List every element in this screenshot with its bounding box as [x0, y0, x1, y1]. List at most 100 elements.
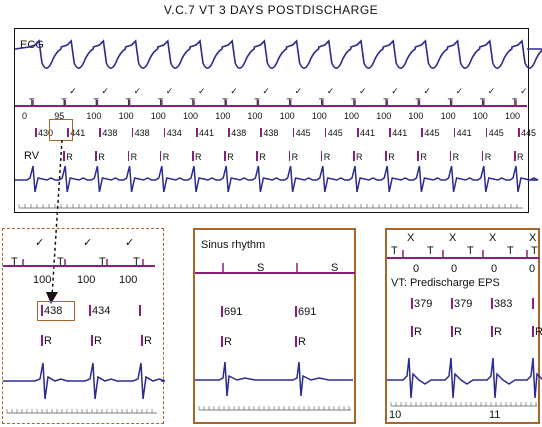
eps-x-mark: X [407, 232, 415, 244]
interval-value: 100 [505, 111, 521, 121]
page-title: V.C.7 VT 3 DAYS POSTDISCHARGE [163, 3, 379, 17]
check-mark: ✓ [326, 86, 335, 96]
rv-label: RV [24, 150, 40, 162]
interval-value: 100 [408, 111, 424, 121]
sinus-r-tick [295, 336, 297, 347]
t-marker: T [93, 97, 99, 107]
eps-interval: 0 [529, 263, 536, 275]
r-tick [127, 151, 130, 161]
r-marker: R [162, 152, 170, 162]
inset-t-marker: T [11, 256, 18, 268]
check-mark: ✓ [423, 86, 431, 96]
eps-rr-tick [532, 298, 534, 309]
rr-tick [163, 128, 166, 137]
rr-tick [324, 128, 327, 137]
inset-r-tick [41, 335, 43, 346]
inset-check: ✓ [125, 237, 135, 249]
main-strip-panel: ECG ✓ ✓ ✓ ✓ ✓ ✓ ✓ ✓ ✓ ✓ ✓ ✓ ✓ ✓ ✓ T T T T T T T T T T T T T T T T 0 95… [14, 28, 542, 213]
t-marker: T [125, 97, 132, 107]
rv-trace [15, 165, 539, 209]
sinus-rr-value: 691 [298, 306, 317, 318]
rr-tick [518, 128, 520, 137]
t-marker: T [254, 97, 260, 107]
inset-rr-value: 434 [92, 305, 111, 317]
inset-rr-value: 438 [44, 305, 63, 317]
r-marker: R [484, 152, 492, 162]
sinus-trace [195, 361, 353, 411]
r-tick [63, 151, 65, 161]
sinus-r-marker: R [224, 336, 232, 348]
inset-r-tick [141, 335, 143, 346]
rr-value: 445 [295, 128, 311, 138]
eps-rr-tick [451, 298, 453, 309]
r-marker: R [66, 152, 73, 162]
marker-channel [15, 100, 527, 107]
r-tick [159, 151, 162, 161]
t-marker: T [29, 97, 35, 107]
check-mark: ✓ [198, 86, 206, 96]
inset-t-marker: T [57, 256, 64, 268]
t-marker: T [318, 97, 325, 107]
interval-value: 100 [344, 111, 360, 121]
sinus-rhythm-panel: Sinus rhythm S S 691 691 R R [193, 228, 356, 424]
eps-t-marker: T [531, 245, 538, 257]
rr-tick [260, 128, 262, 137]
r-tick [288, 151, 291, 161]
r-marker: R [388, 152, 395, 162]
eps-x-mark: X [489, 232, 497, 244]
sinus-rr-tick [221, 306, 223, 317]
r-tick [514, 151, 516, 161]
interval-value: 100 [440, 111, 456, 121]
interval-value: 0 [22, 111, 28, 121]
inset-left-trace [3, 362, 166, 414]
inset-rr-tick [41, 305, 43, 316]
r-marker: R [323, 152, 331, 162]
eps-time-mark: 11 [489, 409, 501, 421]
sinus-rr-tick [295, 306, 297, 317]
eps-t-marker: T [391, 245, 398, 257]
r-tick [449, 151, 452, 161]
check-mark: ✓ [165, 86, 174, 96]
eps-r-marker: R [414, 326, 422, 338]
ecg-trace [14, 39, 542, 69]
rr-value: 438 [231, 128, 247, 138]
r-tick [417, 151, 419, 161]
eps-r-marker: R [535, 326, 542, 338]
eps-rr-tick [411, 298, 413, 309]
eps-t-marker: T [427, 245, 434, 257]
eps-t-marker: T [467, 245, 474, 257]
inset-left-panel: T T T T ✓ ✓ ✓ 100 100 100 438 434 R R R [2, 228, 166, 424]
check-mark: ✓ [101, 86, 109, 96]
r-marker: R [356, 152, 363, 162]
sinus-s-marker: S [331, 262, 339, 274]
check-mark: ✓ [294, 86, 303, 96]
sinus-s-marker: S [257, 262, 265, 274]
rr-value: 445 [424, 128, 440, 138]
interval-value: 100 [247, 111, 263, 121]
rr-tick [196, 128, 198, 137]
r-tick [95, 151, 97, 161]
rr-tick [453, 128, 456, 137]
t-marker: T [512, 97, 518, 107]
eps-x-mark: X [449, 232, 457, 244]
inset-r-marker: R [94, 335, 102, 347]
rr-value: 434 [166, 128, 182, 138]
check-mark: ✓ [69, 86, 77, 96]
r-tick [481, 151, 484, 161]
ecg-label: ECG [20, 39, 44, 51]
eps-time-mark: 10 [389, 409, 402, 421]
eps-r-tick [491, 326, 493, 337]
inset-rr-tick [89, 305, 91, 316]
t-marker: T [61, 97, 67, 107]
rr-tick [292, 128, 295, 137]
eps-interval: 0 [451, 263, 458, 275]
sinus-marker-channel [195, 263, 355, 274]
t-marker: T [351, 97, 357, 107]
t-marker: T [222, 97, 228, 107]
inset-r-marker: R [44, 335, 52, 347]
rr-value: 445 [521, 128, 537, 138]
r-marker: R [227, 152, 234, 162]
inset-t-marker: T [99, 256, 106, 268]
eps-marker-channel [387, 250, 539, 259]
r-marker: R [452, 152, 460, 162]
